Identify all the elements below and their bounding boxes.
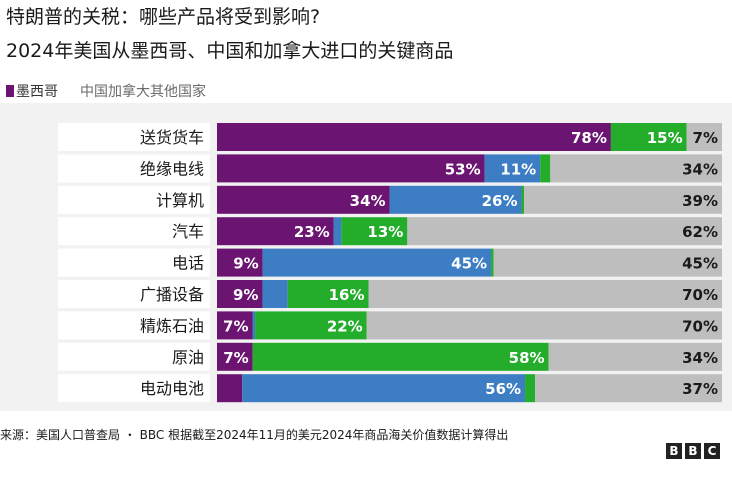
value-label-mexico: 34% <box>350 192 386 210</box>
bar-segment-mexico <box>217 185 390 214</box>
value-label-canada: 22% <box>327 317 363 335</box>
source-note: 来源：美国人口普查局 ・ BBC 根据截至2024年11月的美元2024年商品海… <box>0 428 509 442</box>
value-label-canada: 15% <box>647 129 683 147</box>
value-label-mexico: 78% <box>571 129 607 147</box>
bar-segment-canada <box>540 154 551 183</box>
value-label-canada: 13% <box>367 223 403 241</box>
category-label-bg <box>58 185 210 214</box>
bar-segment-other <box>548 342 722 371</box>
category-label: 送货货车 <box>140 128 204 147</box>
category-label-bg <box>58 154 210 183</box>
bar-segment-mexico <box>217 123 611 151</box>
chart-title: 特朗普的关税：哪些产品将受到影响? <box>6 4 606 30</box>
bar-segment-mexico <box>217 311 253 340</box>
bar-segment-other <box>550 154 722 183</box>
bar-segment-china <box>242 374 526 403</box>
category-label-bg <box>58 311 210 340</box>
bbc-logo: B B C <box>666 443 720 459</box>
category-label: 电动电池 <box>140 379 204 398</box>
bar-segment-other <box>686 123 722 151</box>
category-label: 原油 <box>172 348 204 367</box>
value-label-china: 45% <box>451 255 487 273</box>
bar-segment-other <box>493 248 722 277</box>
category-label: 电话 <box>172 254 204 273</box>
bar-segment-mexico <box>217 248 263 277</box>
value-label-china: 11% <box>500 160 536 178</box>
bar-segment-china <box>262 248 492 277</box>
bar-segment-canada <box>491 248 494 277</box>
bar-segment-canada <box>287 280 369 308</box>
legend-label-mexico: 墨西哥 <box>16 84 58 100</box>
category-label: 绝缘电线 <box>140 159 204 178</box>
bar-segment-mexico <box>217 280 263 308</box>
legend-label-rest: 中国加拿大其他国家 <box>80 84 206 100</box>
bar-segment-china <box>333 217 342 246</box>
chart-subtitle: 2024年美国从墨西哥、中国和加拿大进口的关键商品 <box>6 38 658 64</box>
category-label-bg <box>58 374 210 403</box>
category-label: 广播设备 <box>140 285 204 304</box>
value-label-other: 70% <box>682 286 718 304</box>
footer: 来源：美国人口普查局 ・ BBC 根据截至2024年11月的美元2024年商品海… <box>0 426 590 470</box>
bar-segment-china <box>389 185 522 214</box>
category-label: 计算机 <box>156 191 204 210</box>
bar-segment-china <box>262 280 288 308</box>
category-label-bg <box>58 248 210 277</box>
logo-letter: C <box>704 443 720 459</box>
legend: 墨西哥 中国加拿大其他国家 <box>4 80 306 102</box>
value-label-other: 37% <box>682 380 718 398</box>
bar-segment-china <box>484 154 541 183</box>
bar-segment-mexico <box>217 154 485 183</box>
bar-segment-canada <box>255 311 367 340</box>
value-label-mexico: 9% <box>233 255 258 273</box>
value-label-other: 7% <box>693 129 718 147</box>
category-label: 精炼石油 <box>140 316 204 335</box>
category-label-bg <box>58 123 210 151</box>
bar-segment-canada <box>252 342 549 371</box>
bar-segment-china <box>252 311 256 340</box>
bar-segment-other <box>368 280 722 308</box>
bar-segment-canada <box>521 185 525 214</box>
legend-swatch-mexico <box>6 85 14 97</box>
value-label-other: 34% <box>682 160 718 178</box>
bar-segment-other <box>524 185 722 214</box>
stacked-bar-chart: 送货货车 78% 15% 7% 绝缘电线 53% 11% 34% 计算机 34% 26% 39% 汽车 2… <box>58 123 722 403</box>
value-label-other: 39% <box>682 192 718 210</box>
value-label-other: 62% <box>682 223 718 241</box>
bar-segment-canada <box>610 123 687 151</box>
category-label-bg <box>58 342 210 371</box>
value-label-other: 34% <box>682 349 718 367</box>
bar-segment-canada <box>525 374 536 403</box>
category-label: 汽车 <box>172 222 204 241</box>
bar-segment-canada <box>341 217 408 246</box>
value-label-china: 26% <box>482 192 518 210</box>
value-label-mexico: 9% <box>233 286 258 304</box>
value-label-mexico: 23% <box>294 223 330 241</box>
bar-segment-other <box>366 311 722 340</box>
value-label-other: 45% <box>682 255 718 273</box>
value-label-canada: 16% <box>329 286 365 304</box>
value-label-other: 70% <box>682 317 718 335</box>
bar-segment-mexico <box>217 217 334 246</box>
bar-segment-mexico <box>217 374 243 403</box>
chart-panel: 送货货车 78% 15% 7% 绝缘电线 53% 11% 34% 计算机 34% 26% 39% 汽车 2… <box>0 103 732 411</box>
bar-segment-mexico <box>217 342 253 371</box>
value-label-canada: 58% <box>509 349 545 367</box>
category-label-bg <box>58 280 210 308</box>
logo-letter: B <box>685 443 701 459</box>
value-label-mexico: 53% <box>445 160 481 178</box>
bar-segment-other <box>407 217 722 246</box>
value-label-china: 56% <box>485 380 521 398</box>
value-label-mexico: 7% <box>223 349 248 367</box>
category-label-bg <box>58 217 210 246</box>
bar-segment-other <box>535 374 722 403</box>
logo-letter: B <box>666 443 682 459</box>
value-label-mexico: 7% <box>223 317 248 335</box>
